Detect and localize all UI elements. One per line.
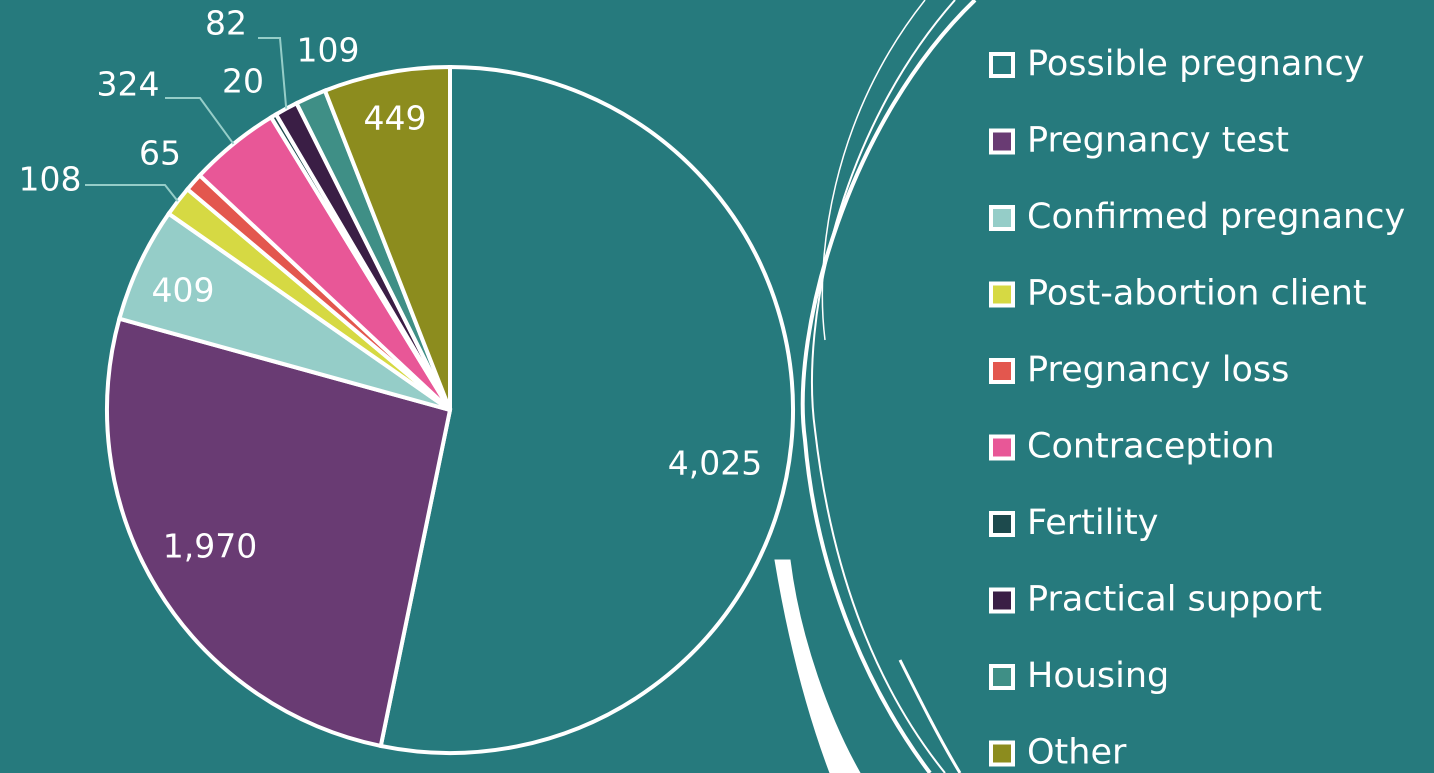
data-label: 324: [97, 65, 160, 104]
data-label: 65: [139, 134, 181, 173]
legend-label: Pregnancy loss: [1027, 350, 1289, 390]
data-label: 4,025: [668, 444, 762, 483]
legend-swatch: [991, 131, 1013, 153]
legend-swatch: [991, 743, 1013, 765]
data-label: 449: [364, 99, 427, 138]
data-label: 82: [205, 4, 247, 43]
legend-label: Other: [1027, 733, 1127, 773]
data-label: 20: [222, 62, 264, 101]
leader-line: [85, 185, 178, 201]
chart: 4,025 1,970 409 108 65 324 20 82 109449 Possible…: [0, 0, 1434, 773]
data-label: 109: [297, 31, 360, 70]
legend-swatch: [991, 513, 1013, 535]
legend-swatch: [991, 54, 1013, 76]
legend-label: Practical support: [1027, 580, 1322, 620]
legend-swatch: [991, 666, 1013, 688]
legend: Possible pregnancy Pregnancy test Confirme…: [991, 44, 1405, 773]
data-label: 108: [19, 160, 82, 199]
legend-label: Post-abortion client: [1027, 274, 1367, 314]
legend-swatch: [991, 437, 1013, 459]
legend-label: Housing: [1027, 656, 1169, 696]
legend-label: Possible pregnancy: [1027, 44, 1364, 84]
data-label: 1,970: [163, 527, 257, 566]
legend-label: Contraception: [1027, 427, 1275, 467]
legend-swatch: [991, 590, 1013, 612]
legend-label: Confirmed pregnancy: [1027, 197, 1405, 237]
legend-swatch: [991, 284, 1013, 306]
pie: [107, 67, 793, 753]
data-label: 409: [152, 271, 215, 310]
legend-swatch: [991, 360, 1013, 382]
decoration: [775, 0, 975, 773]
legend-swatch: [991, 207, 1013, 229]
legend-label: Pregnancy test: [1027, 121, 1289, 161]
legend-label: Fertility: [1027, 503, 1158, 543]
